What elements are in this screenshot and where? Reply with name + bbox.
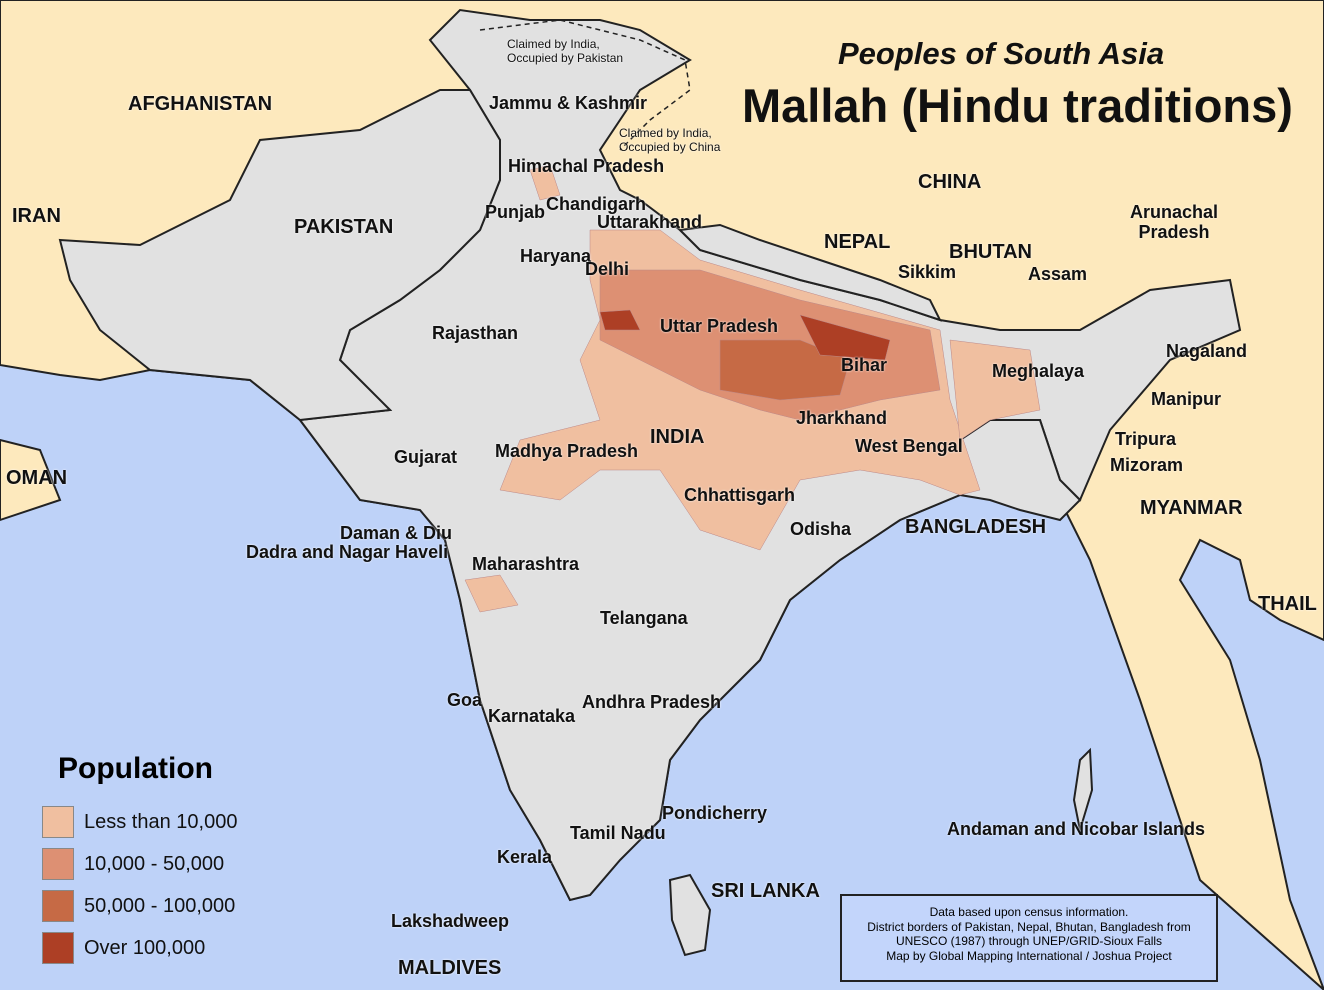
nepal-shape	[677, 223, 942, 322]
map-title: Mallah (Hindu traditions)	[742, 79, 1293, 132]
country-label: SRI LANKA	[711, 880, 820, 902]
region-label: Telangana	[600, 608, 688, 628]
andaman-islands	[1072, 747, 1094, 831]
country-label: MYANMAR	[1140, 497, 1243, 519]
region-label: Mizoram	[1110, 455, 1184, 475]
bangladesh-shape	[959, 419, 1082, 522]
region-label: Goa	[447, 690, 483, 710]
legend-label: 50,000 - 100,000	[84, 894, 236, 917]
region-label: Andhra Pradesh	[582, 692, 722, 712]
region-label: Pondicherry	[662, 803, 768, 823]
country-label: IRAN	[12, 205, 61, 227]
region-label: Jammu & Kashmir	[489, 93, 648, 113]
country-label: AFGHANISTAN	[128, 93, 273, 115]
info-line: Data based upon census information.	[929, 905, 1129, 919]
region-label: Maharashtra	[472, 554, 580, 574]
region-label: Gujarat	[394, 447, 458, 467]
region-label: Assam	[1028, 264, 1088, 284]
legend-label: 10,000 - 50,000	[84, 852, 225, 875]
country-label: MALDIVES	[398, 957, 502, 979]
region-label: Himachal Pradesh	[508, 156, 665, 176]
legend-item: Less than 10,000	[42, 806, 237, 838]
region-label: Arunachal Pradesh	[1129, 202, 1219, 242]
region-label: Uttar Pradesh	[660, 316, 779, 336]
sri-lanka-shape	[668, 873, 712, 957]
disputed-border	[479, 19, 691, 151]
region-label: Jharkhand	[796, 408, 888, 428]
region-label: Andaman and Nicobar Islands	[947, 819, 1206, 839]
region-label: Dadra and Nagar Haveli	[246, 542, 449, 562]
legend-swatch	[42, 806, 74, 838]
claim-label: Claimed by India, Occupied by China	[619, 126, 721, 154]
legend-item: Over 100,000	[42, 932, 205, 964]
legend-title: Population	[58, 752, 213, 785]
region-label: Karnataka	[488, 706, 576, 726]
legend-swatch	[42, 932, 74, 964]
region-label: Punjab	[485, 202, 546, 222]
region-label: Meghalaya	[992, 361, 1085, 381]
country-label: PAKISTAN	[294, 216, 394, 238]
region-label: Kerala	[497, 847, 553, 867]
source-info-box: Data based upon census information. Dist…	[840, 894, 1218, 982]
map-subtitle: Peoples of South Asia	[838, 36, 1165, 71]
region-label: Lakshadweep	[391, 911, 510, 931]
legend-item: 10,000 - 50,000	[42, 848, 224, 880]
country-label: BANGLADESH	[905, 516, 1047, 538]
legend-label: Over 100,000	[84, 936, 206, 959]
country-label: OMAN	[6, 467, 68, 489]
pakistan-shape	[58, 89, 501, 422]
region-label: Uttarakhand	[597, 212, 703, 232]
region-label: Nagaland	[1166, 341, 1248, 361]
region-label: West Bengal	[855, 436, 963, 456]
country-label: NEPAL	[824, 231, 891, 253]
region-label: Chandigarh	[546, 194, 647, 214]
region-label: Manipur	[1151, 389, 1221, 409]
region-label: Sikkim	[898, 262, 957, 282]
legend-item: 50,000 - 100,000	[42, 890, 235, 922]
info-line: UNESCO (1987) through UNEP/GRID-Sioux Fa…	[895, 934, 1163, 948]
region-label: Tamil Nadu	[570, 823, 666, 843]
region-label: Tripura	[1115, 429, 1177, 449]
region-label: Odisha	[790, 519, 852, 539]
region-label: Bihar	[841, 355, 888, 375]
info-line: District borders of Pakistan, Nepal, Bhu…	[867, 919, 1191, 934]
country-label: INDIA	[650, 426, 705, 448]
country-label: THAIL	[1258, 593, 1317, 615]
region-label: Rajasthan	[432, 323, 519, 343]
region-label: Madhya Pradesh	[495, 441, 639, 461]
region-label: Delhi	[585, 259, 630, 279]
region-label: Chhattisgarh	[684, 485, 796, 505]
country-label: CHINA	[918, 171, 982, 193]
population-choropleth	[464, 164, 1041, 613]
legend-swatch	[42, 848, 74, 880]
legend-label: Less than 10,000	[84, 810, 238, 833]
country-label: BHUTAN	[949, 241, 1032, 263]
region-label: Haryana	[520, 246, 592, 266]
info-line: Map by Global Mapping International / Jo…	[886, 948, 1172, 963]
claim-label: Claimed by India, Occupied by Pakistan	[507, 37, 624, 65]
region-label: Daman & Diu	[340, 523, 453, 543]
legend-swatch	[42, 890, 74, 922]
